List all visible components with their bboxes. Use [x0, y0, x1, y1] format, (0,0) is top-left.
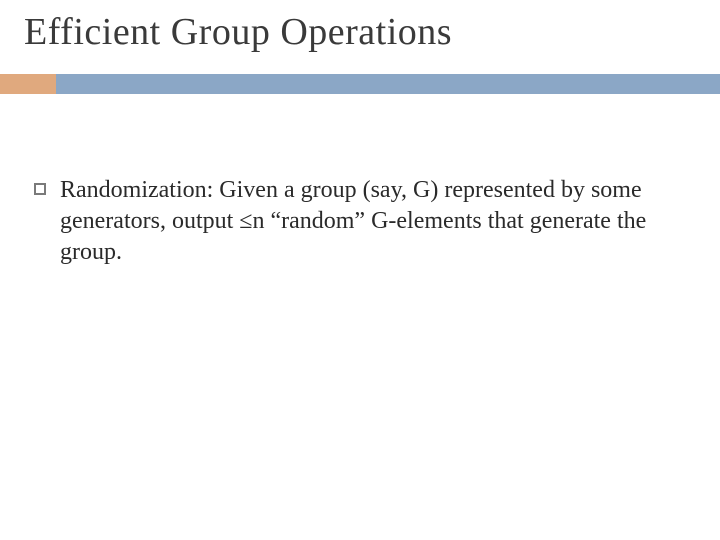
bullet-text: Randomization: Given a group (say, G) re…: [60, 175, 690, 269]
slide: Efficient Group Operations Randomization…: [0, 0, 720, 540]
list-item: Randomization: Given a group (say, G) re…: [34, 175, 690, 269]
bullet-square-icon: [34, 183, 46, 195]
title-rule: [0, 74, 720, 94]
slide-title: Efficient Group Operations: [24, 10, 452, 54]
rule-main: [56, 74, 720, 94]
rule-accent: [0, 74, 56, 94]
slide-body: Randomization: Given a group (say, G) re…: [34, 175, 690, 269]
